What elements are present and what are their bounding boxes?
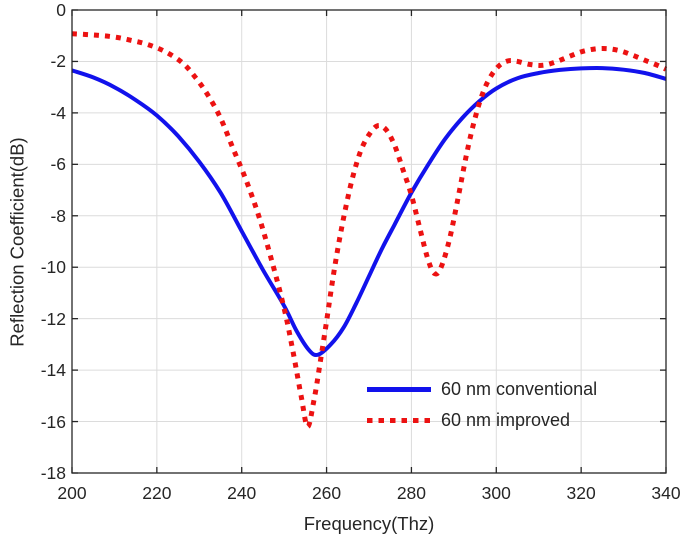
y-tick-label: -10 xyxy=(40,257,66,278)
x-tick-label: 200 xyxy=(57,483,87,503)
y-tick-label: -12 xyxy=(40,308,66,329)
y-tick-label: -6 xyxy=(50,154,66,175)
y-tick-label: -2 xyxy=(50,51,66,72)
legend-item-conventional: 60 nm conventional xyxy=(367,374,597,405)
x-tick-label: 220 xyxy=(142,483,172,503)
axes-box xyxy=(71,9,667,474)
legend-item-improved: 60 nm improved xyxy=(367,405,597,436)
x-tick-label: 280 xyxy=(396,483,427,503)
x-tick-label: 240 xyxy=(227,483,257,503)
curve-improved xyxy=(71,31,668,430)
legend-label-improved: 60 nm improved xyxy=(441,410,571,430)
y-tick-label: -14 xyxy=(40,360,66,381)
y-axis-label: Reflection Coefficient(dB) xyxy=(6,136,27,347)
legend-line-solid-icon xyxy=(367,387,431,392)
y-tick-label: -16 xyxy=(40,411,66,432)
y-tick-label: -8 xyxy=(50,205,66,226)
x-axis-label: Frequency(Thz) xyxy=(303,513,435,534)
x-tick-label: 300 xyxy=(481,483,511,503)
y-tick-label: 0 xyxy=(56,0,66,20)
legend: 60 nm conventional 60 nm improved xyxy=(367,374,597,436)
y-tick-label: -4 xyxy=(50,102,66,123)
x-tick-label: 320 xyxy=(566,483,596,503)
legend-line-dashed-icon xyxy=(367,417,431,424)
y-tick-label: -18 xyxy=(40,463,66,483)
legend-label-conventional: 60 nm conventional xyxy=(441,379,598,399)
x-tick-label: 340 xyxy=(651,483,681,503)
curve-conventional xyxy=(71,66,667,358)
x-tick-label: 260 xyxy=(311,483,342,503)
